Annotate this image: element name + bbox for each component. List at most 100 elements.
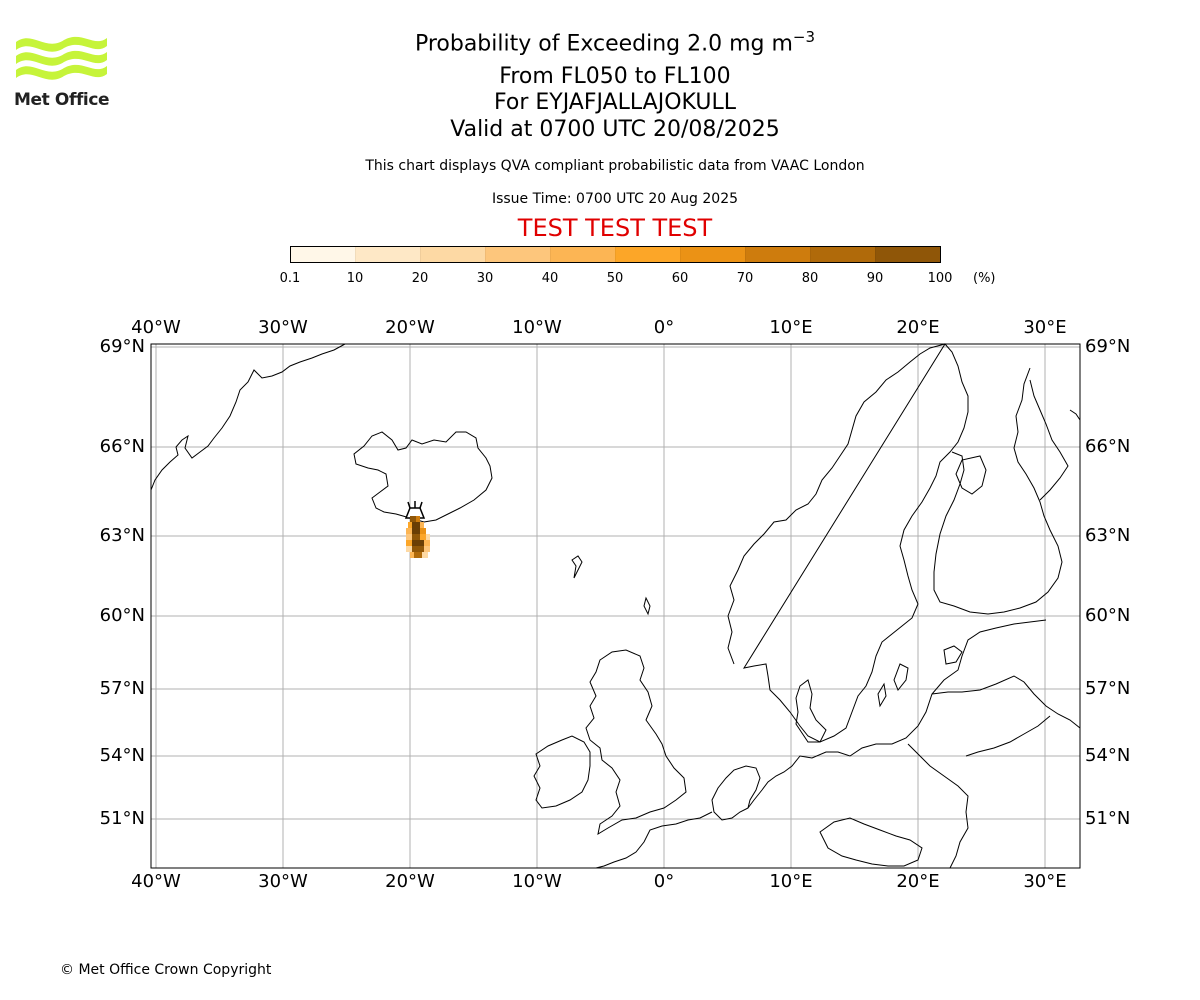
- coastline-shetland: [643, 596, 651, 616]
- plume-cell: [412, 534, 420, 540]
- plume-cell: [406, 546, 412, 552]
- plume-cell: [422, 552, 428, 558]
- longitude-label: 20°E: [896, 871, 940, 892]
- colorbar-tick-label: 70: [736, 271, 754, 286]
- colorbar-segment: [810, 247, 875, 262]
- latitude-label: 60°N: [1085, 605, 1131, 626]
- colorbar-segment: [550, 247, 615, 262]
- colorbar-segment: [485, 247, 550, 262]
- plume-cell: [408, 522, 414, 528]
- latitude-label: 69°N: [1085, 336, 1131, 357]
- colorbar-segment: [291, 247, 355, 262]
- plume-cell: [416, 516, 420, 522]
- chart-title: Probability of Exceeding 2.0 mg m−3: [0, 28, 1200, 56]
- colorbar-tick-label: 40: [541, 271, 559, 286]
- colorbar-segment: [615, 247, 680, 262]
- longitude-label: 0°: [653, 871, 675, 892]
- longitude-label: 10°W: [512, 317, 562, 338]
- longitude-label: 10°E: [769, 871, 813, 892]
- copyright: © Met Office Crown Copyright: [60, 962, 272, 978]
- longitude-label: 20°E: [896, 317, 940, 338]
- latitude-label: 69°N: [99, 336, 145, 357]
- plume-cell: [414, 552, 422, 558]
- colorbar-unit: (%): [973, 271, 996, 286]
- colorbar-tick-label: 0.1: [279, 271, 301, 286]
- plume-cell: [412, 522, 420, 528]
- ash-plume: [406, 516, 430, 558]
- title-main: Probability of Exceeding 2.0 mg m: [414, 31, 793, 57]
- latitude-label: 54°N: [1085, 745, 1131, 766]
- longitude-label: 20°W: [385, 317, 435, 338]
- longitude-label: 0°: [653, 317, 675, 338]
- plume-cell: [420, 534, 426, 540]
- colorbar-tick-label: 10: [346, 271, 364, 286]
- latitude-label: 63°N: [99, 525, 145, 546]
- volcano-icon: [404, 501, 426, 519]
- issue-time: Issue Time: 0700 UTC 20 Aug 2025: [491, 191, 739, 207]
- coastline-greenland: [150, 343, 346, 491]
- longitude-label: 10°W: [512, 871, 562, 892]
- coastlines: [150, 343, 1081, 869]
- latitude-label: 66°N: [99, 436, 145, 457]
- colorbar-segment: [355, 247, 420, 262]
- colorbar-segment: [680, 247, 745, 262]
- coastline-ireland: [533, 735, 591, 809]
- border-lithuania-belarus: [965, 715, 1051, 757]
- lake-saimaa: [955, 455, 987, 495]
- plume-cell: [426, 534, 430, 540]
- latitude-label: 66°N: [1085, 436, 1131, 457]
- plume-cell: [420, 528, 426, 534]
- coastline-oland: [877, 682, 887, 708]
- coastline-sweden-east: [742, 343, 969, 743]
- latitude-label: 54°N: [99, 745, 145, 766]
- colorbar-tick-label: 30: [476, 271, 494, 286]
- title-valid-time: Valid at 0700 UTC 20/08/2025: [450, 117, 780, 142]
- longitude-label: 20°W: [385, 871, 435, 892]
- latitude-label: 63°N: [1085, 525, 1131, 546]
- plume-cell: [410, 552, 414, 558]
- coastline-finland: [933, 367, 1063, 615]
- plume-cell: [424, 540, 430, 546]
- coastline-baltic: [747, 619, 1047, 809]
- coastline-france-north: [595, 811, 713, 869]
- coastline-britain: [585, 649, 687, 836]
- latitude-label: 51°N: [1085, 808, 1131, 829]
- longitude-label: 30°W: [258, 871, 308, 892]
- colorbar-segment: [420, 247, 485, 262]
- coastline-denmark: [795, 679, 827, 743]
- coastline-saaremaa: [943, 645, 963, 665]
- plume-cell: [412, 546, 424, 552]
- title-volcano: For EYJAFJALLAJOKULL: [494, 90, 736, 115]
- test-banner: TEST TEST TEST: [517, 214, 713, 242]
- latitude-label: 60°N: [99, 605, 145, 626]
- plume-cell: [406, 534, 412, 540]
- colorbar-tick-label: 50: [606, 271, 624, 286]
- plume-cell: [406, 528, 412, 534]
- colorbar-segment: [745, 247, 810, 262]
- latitude-label: 57°N: [1085, 678, 1131, 699]
- longitude-label: 30°W: [258, 317, 308, 338]
- coastline-lowcountries: [711, 765, 761, 821]
- longitude-label: 30°E: [1023, 871, 1067, 892]
- colorbar: [290, 246, 941, 263]
- colorbar-segment: [875, 247, 940, 262]
- coastline-gotland: [893, 663, 909, 691]
- title-flight-levels: From FL050 to FL100: [499, 64, 731, 89]
- map-gridlines: [151, 344, 1080, 868]
- met-office-wave-logo: [16, 36, 107, 80]
- coastline-faroe: [571, 555, 583, 579]
- longitude-label: 40°W: [131, 317, 181, 338]
- colorbar-tick-label: 90: [866, 271, 884, 286]
- map-frame: [150, 343, 1081, 869]
- border-russia: [1029, 379, 1069, 501]
- plume-cell: [406, 540, 412, 546]
- border-baltic-states: [931, 675, 1081, 729]
- colorbar-tick-label: 100: [927, 271, 953, 286]
- plume-cell: [412, 528, 420, 534]
- plume-cell: [410, 516, 416, 522]
- chart-subtitle: This chart displays QVA compliant probab…: [365, 158, 865, 174]
- longitude-label: 30°E: [1023, 317, 1067, 338]
- colorbar-tick-label: 60: [671, 271, 689, 286]
- logo-text: Met Office: [14, 90, 110, 110]
